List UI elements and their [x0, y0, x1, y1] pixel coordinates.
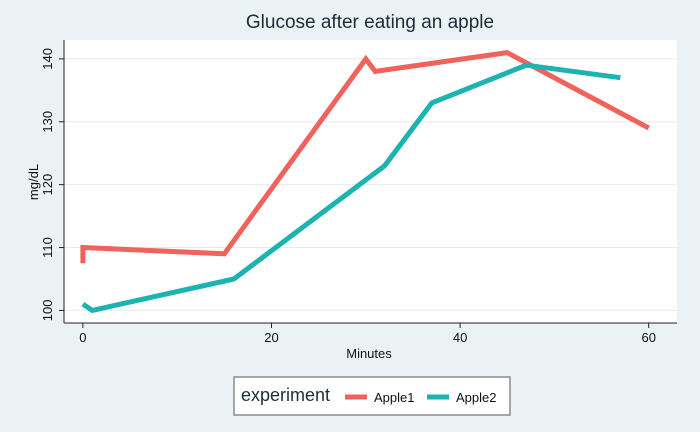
plot-area — [64, 40, 677, 323]
legend-title: experiment — [241, 385, 330, 405]
y-axis-ticks: 100 110 120 130 140 — [40, 48, 64, 321]
y-tick-label-130: 130 — [40, 111, 55, 133]
y-tick-label-110: 110 — [40, 237, 55, 258]
x-axis-ticks: 0 20 40 60 — [79, 323, 656, 345]
chart-title: Glucose after eating an apple — [246, 12, 494, 33]
legend-box — [233, 376, 511, 416]
y-tick-label-100: 100 — [40, 300, 55, 322]
series-line-apple2 — [81, 62, 621, 314]
legend-label-apple2: Apple2 — [456, 390, 496, 405]
series-line-apple1 — [80, 50, 650, 264]
legend: experiment Apple1 Apple2 — [233, 376, 511, 416]
series-layer — [80, 50, 650, 314]
x-tick-label-20: 20 — [264, 330, 278, 345]
y-tick-label-140: 140 — [40, 48, 55, 70]
gridlines — [64, 58, 677, 311]
y-axis-title: mg/dL — [26, 164, 41, 200]
y-tick-label-120: 120 — [40, 174, 55, 196]
x-axis-title: Minutes — [346, 346, 392, 361]
x-tick-label-40: 40 — [453, 330, 467, 345]
legend-label-apple1: Apple1 — [374, 390, 414, 405]
x-tick-label-0: 0 — [79, 330, 86, 345]
x-tick-label-60: 60 — [641, 330, 655, 345]
axes — [63, 40, 677, 324]
